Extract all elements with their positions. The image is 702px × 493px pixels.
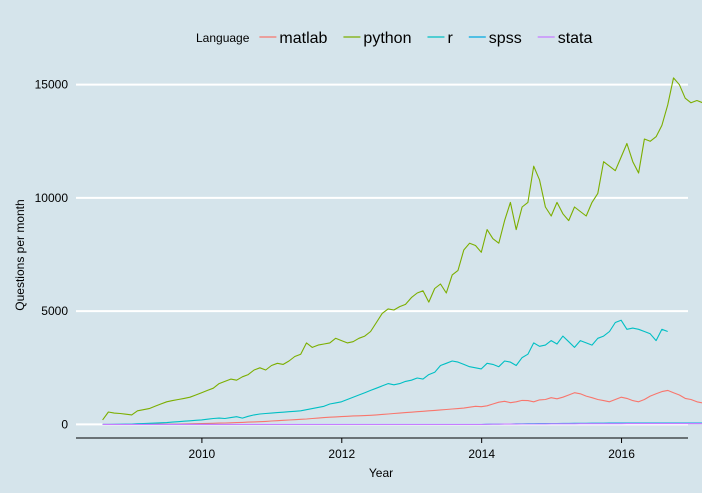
x-tick-label: 2012 xyxy=(328,447,355,461)
y-tick-label: 10000 xyxy=(35,191,69,205)
y-tick-label: 15000 xyxy=(35,78,69,92)
legend-title: Language xyxy=(196,31,250,45)
legend-label-spss: spss xyxy=(489,30,522,47)
series-lines xyxy=(102,77,702,425)
x-tick-label: 2010 xyxy=(189,447,216,461)
legend-label-r: r xyxy=(447,30,453,47)
legend-label-stata: stata xyxy=(558,30,593,47)
x-tick-label: 2016 xyxy=(608,447,635,461)
legend: Language matlab python r spss stata xyxy=(196,30,592,47)
legend-item-r: r xyxy=(427,30,453,47)
grid xyxy=(76,83,688,426)
axes: 0 5000 10000 15000 2010 2012 2014 2016 xyxy=(35,78,688,461)
series-line-r xyxy=(102,319,668,425)
legend-label-matlab: matlab xyxy=(279,30,327,47)
y-axis-title: Questions per month xyxy=(13,199,27,310)
x-tick-label: 2014 xyxy=(468,447,495,461)
series-line-matlab xyxy=(102,389,702,425)
legend-item-stata: stata xyxy=(537,30,593,47)
x-axis-title: Year xyxy=(369,466,393,480)
y-tick-label: 5000 xyxy=(41,304,68,318)
series-line-stata xyxy=(102,423,702,425)
series-line-python xyxy=(102,77,702,421)
y-tick-label: 0 xyxy=(61,417,68,431)
legend-item-matlab: matlab xyxy=(259,30,328,47)
legend-item-python: python xyxy=(343,30,411,47)
legend-item-spss: spss xyxy=(468,30,522,47)
legend-label-python: python xyxy=(363,30,411,47)
